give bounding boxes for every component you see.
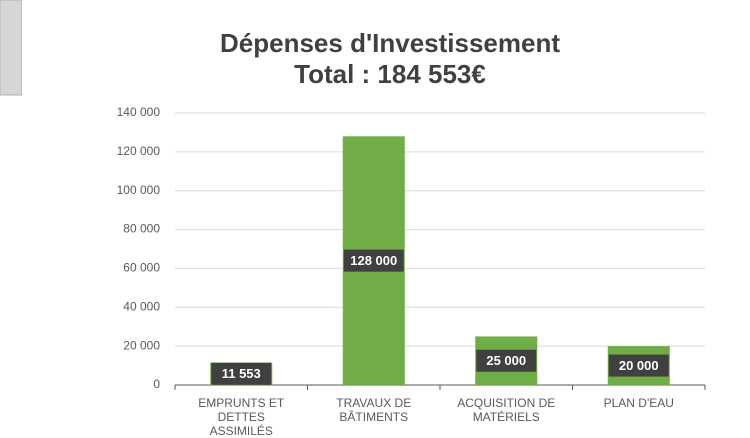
y-tick-label: 140 000: [117, 105, 161, 119]
data-label-box: [211, 362, 272, 385]
chart-title: Dépenses d'Investissement: [220, 28, 560, 58]
data-label-box: [476, 349, 537, 372]
x-tick-label: EMPRUNTS ET DETTES ASSIMILÉS: [198, 396, 285, 438]
chart-subtitle: Total : 184 553€: [294, 59, 486, 89]
x-tick-label: TRAVAUX DE BÂTIMENTS: [336, 396, 412, 424]
y-tick-label: 120 000: [117, 144, 161, 158]
y-tick-label: 20 000: [123, 338, 160, 352]
data-label: 11 553: [222, 366, 261, 381]
side-panel: [0, 0, 23, 96]
data-label-box: [343, 249, 404, 272]
y-tick-label: 60 000: [123, 261, 160, 275]
x-tick-label: PLAN D'EAU: [603, 396, 674, 410]
y-tick-label: 80 000: [123, 222, 160, 236]
y-tick-label: 0: [153, 377, 160, 391]
y-tick-label: 40 000: [123, 299, 160, 313]
data-label: 20 000: [619, 358, 659, 373]
data-label: 128 000: [350, 253, 397, 268]
data-label: 25 000: [486, 353, 526, 368]
y-tick-label: 100 000: [117, 183, 161, 197]
x-tick-label: ACQUISITION DE MATÉRIELS: [457, 396, 556, 424]
data-label-box: [608, 354, 669, 377]
